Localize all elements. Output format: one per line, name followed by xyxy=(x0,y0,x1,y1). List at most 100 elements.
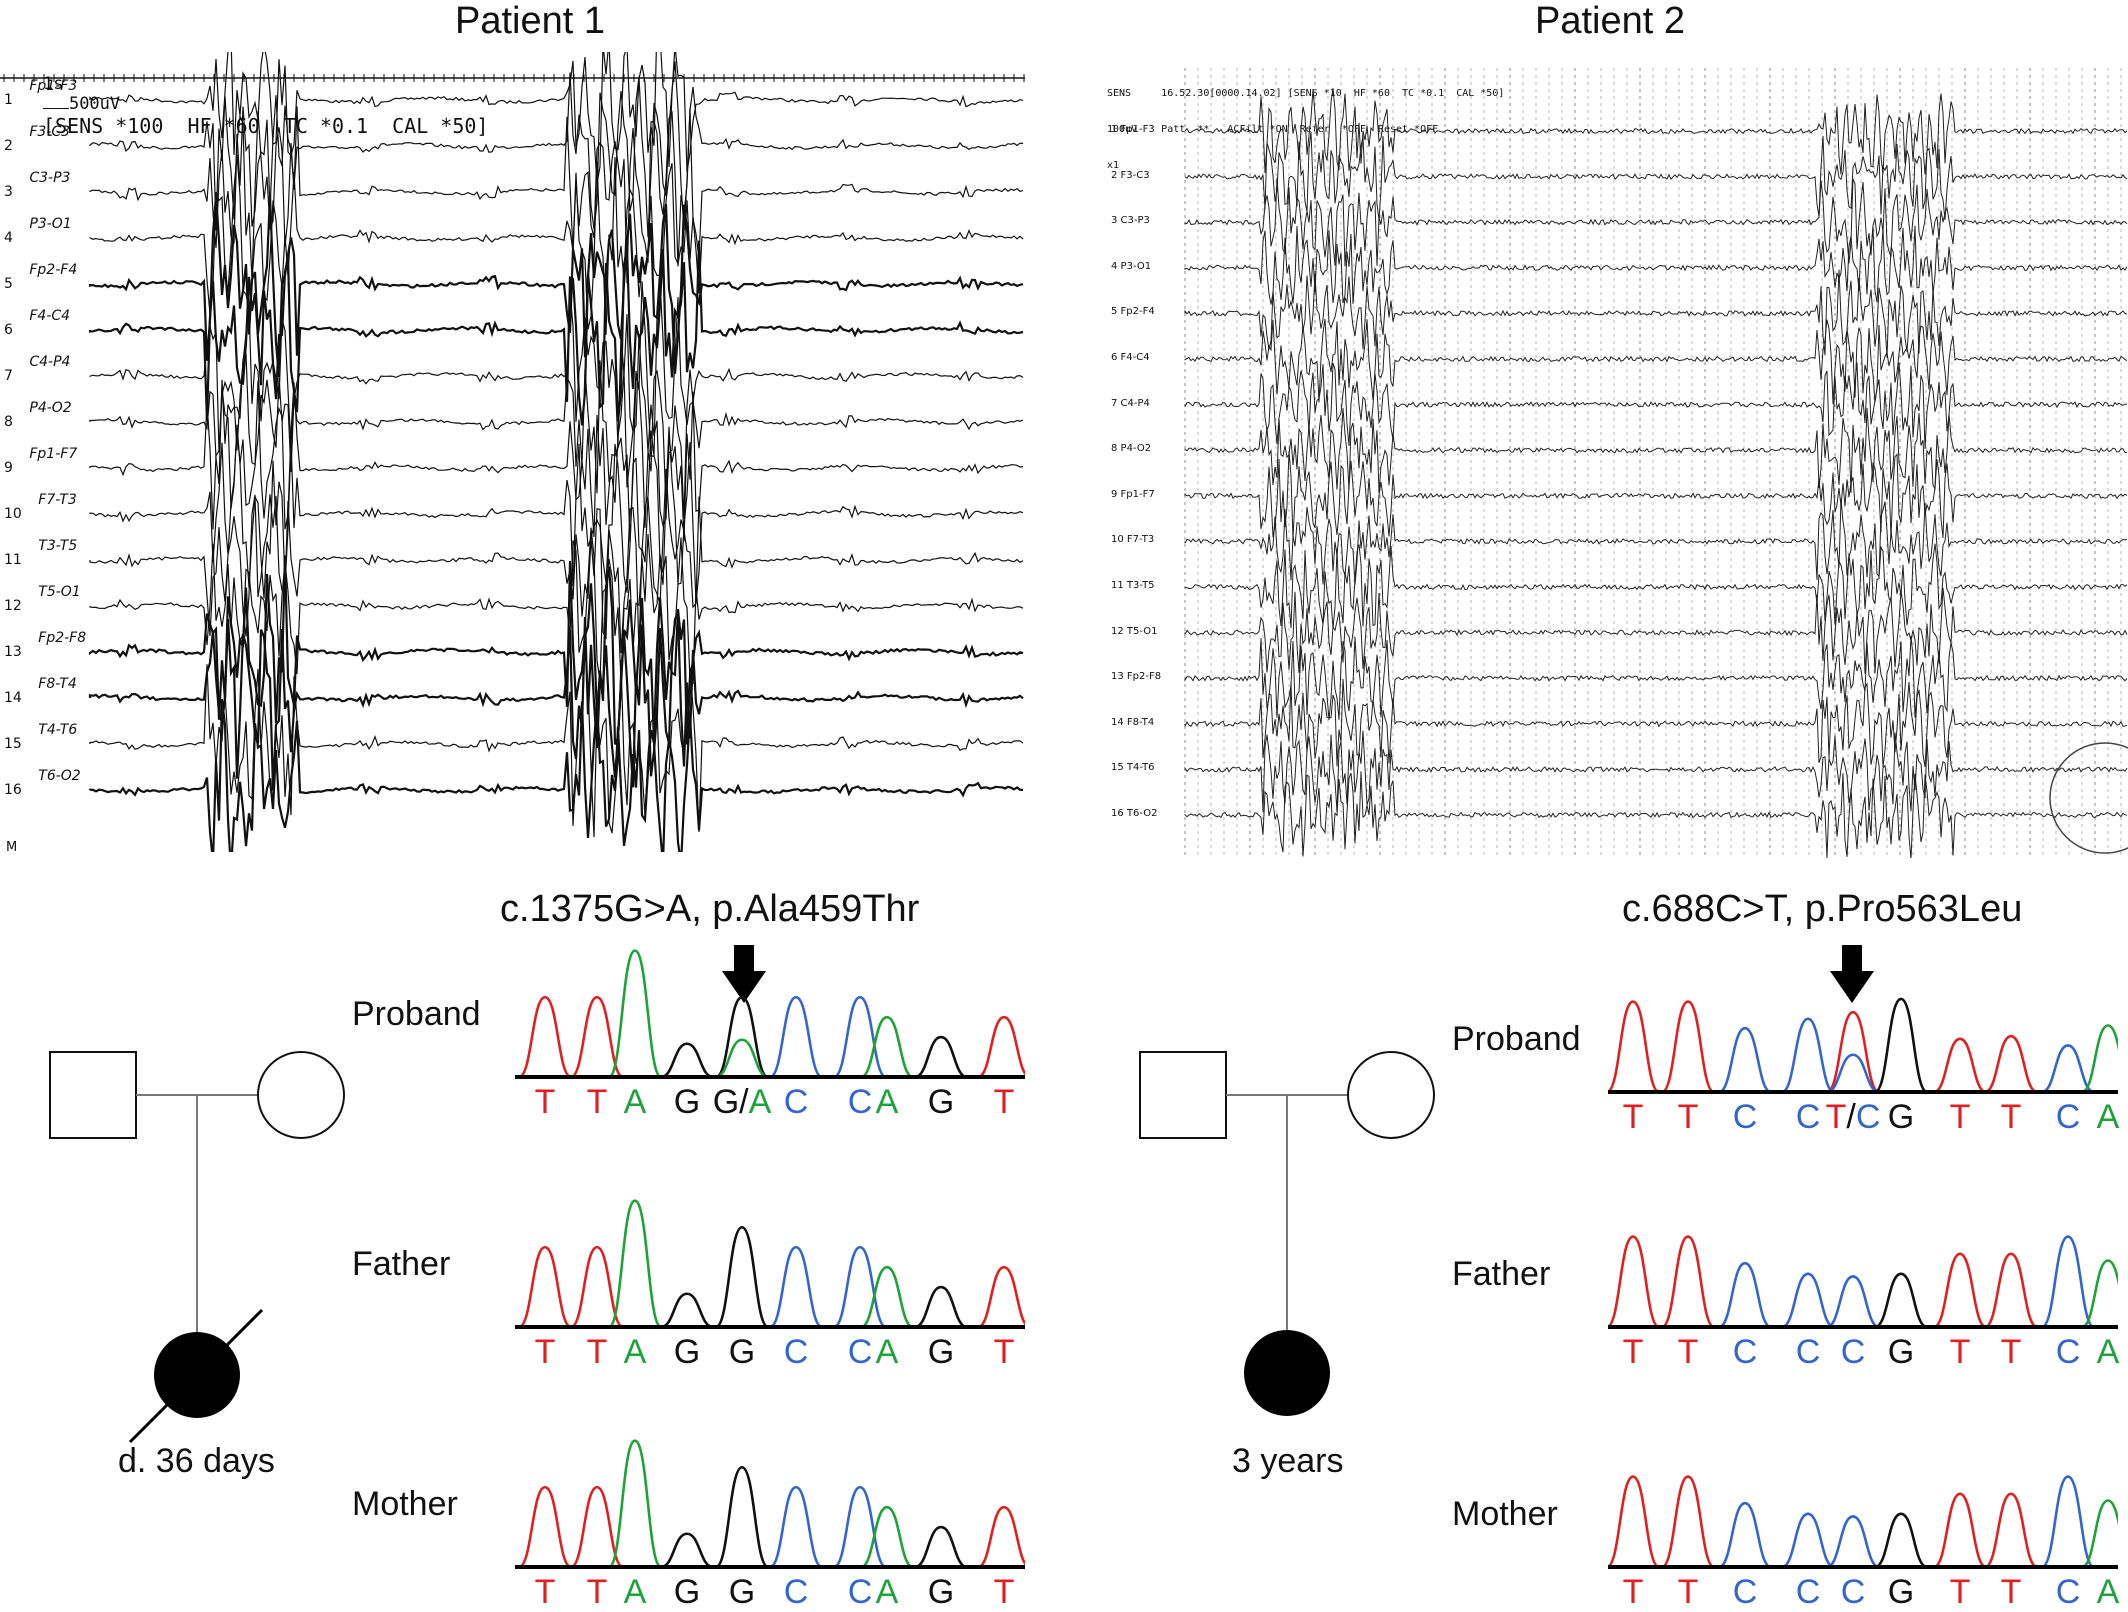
eeg-channel-label: 12 T5-O1 xyxy=(4,584,81,614)
eeg-channel-number: 4 xyxy=(4,230,13,246)
eeg-channel-name: Fp2-F4 xyxy=(1120,306,1155,318)
eeg-channel-number: 5 xyxy=(4,276,13,292)
base-call: T xyxy=(1622,1573,1644,1611)
patient1-title: Patient 1 xyxy=(455,0,605,42)
eeg-channel-number: 9 xyxy=(4,460,13,476)
base-call: C xyxy=(1732,1573,1758,1611)
eeg-channel-label: 14 F8-T4 xyxy=(1111,717,1154,728)
eeg-channel-name: C4-P4 xyxy=(1120,397,1150,409)
base-call: T xyxy=(2000,1573,2022,1611)
base-call: T xyxy=(586,1573,608,1611)
base-call: C xyxy=(2055,1098,2081,1136)
eeg-channel-label: 13 Fp2-F8 xyxy=(1111,671,1161,682)
eeg-channel-label: 15 T4-T6 xyxy=(1111,762,1155,773)
eeg-channel-name: F7-T3 xyxy=(1126,534,1155,546)
chromatogram-trace xyxy=(515,1199,1025,1329)
eeg-channel-name: T3-T5 xyxy=(33,538,78,554)
base-call: T xyxy=(1677,1098,1699,1136)
patient2-proband-age: 3 years xyxy=(1232,1442,1344,1480)
eeg-channel-label: 5 Fp2-F4 xyxy=(4,262,77,292)
eeg2-waveforms xyxy=(1184,68,2128,858)
base-call: C xyxy=(2055,1333,2081,1371)
eeg-channel-name: F8-T4 xyxy=(1126,716,1155,728)
eeg-channel-name: Fp1-F3 xyxy=(1120,124,1155,135)
eeg-channel-number: 2 xyxy=(1111,169,1121,181)
eeg-channel-name: T6-O2 xyxy=(1126,808,1158,819)
patient2-eeg-trace: SENS 16.52.30[0000.14.02] [SENS *10 HF *… xyxy=(1095,58,2128,858)
base-call: T xyxy=(993,1333,1015,1371)
eeg-channel-name: Fp1-F3 xyxy=(24,78,78,94)
base-call: C xyxy=(847,1573,873,1611)
eeg-channel-number: 7 xyxy=(4,368,13,384)
eeg-channel-label: 10 F7-T3 xyxy=(4,492,77,522)
eeg-channel-label: 15 T4-T6 xyxy=(4,722,77,752)
base-call: A xyxy=(2096,1333,2120,1371)
base-call: T/C xyxy=(1825,1098,1881,1136)
base-call: A xyxy=(623,1083,647,1121)
eeg-channel-name: T4-T6 xyxy=(1126,762,1155,774)
eeg-channel-name: T6-O2 xyxy=(33,768,81,784)
patient1-proband-age: d. 36 days xyxy=(118,1442,275,1480)
base-call: A xyxy=(875,1333,899,1371)
eeg-channel-label: 7 C4-P4 xyxy=(4,354,70,384)
eeg-channel-name: Fp1-F7 xyxy=(24,446,78,462)
base-call: C xyxy=(1795,1573,1821,1611)
eeg-channel-label: 11 T3-T5 xyxy=(1111,580,1155,591)
eeg-channel-label: 10 F7-T3 xyxy=(1111,534,1154,545)
eeg-channel-number: 8 xyxy=(4,414,13,430)
base-call: T xyxy=(534,1573,556,1611)
eeg-channel-label: 3 C3-P3 xyxy=(4,170,70,200)
eeg-channel-number: 9 xyxy=(1111,488,1121,500)
eeg-channel-name: P3-O1 xyxy=(1120,260,1152,272)
eeg-channel-name: T5-O1 xyxy=(33,584,81,600)
base-call: G xyxy=(728,1573,756,1611)
eeg-channel-number: 8 xyxy=(1111,443,1121,455)
eeg-channel-name: T4-T6 xyxy=(33,722,78,738)
eeg-channel-label: 4 P3-O1 xyxy=(4,216,72,246)
base-call: C xyxy=(1732,1098,1758,1136)
eeg-channel-label: 8 P4-O2 xyxy=(1111,443,1151,454)
eeg-channel-number: 15 xyxy=(1111,762,1127,774)
eeg-channel-label: 4 P3-O1 xyxy=(1111,261,1151,272)
variant-arrow-icon xyxy=(722,945,766,1003)
eeg-channel-number: 14 xyxy=(1111,716,1127,728)
base-call: T xyxy=(1622,1098,1644,1136)
eeg-channel-label: 2 F3-C3 xyxy=(1111,170,1150,181)
eeg-channel-number: 11 xyxy=(4,552,22,568)
variant-arrow-icon xyxy=(1830,945,1874,1003)
eeg-channel-name: P4-O2 xyxy=(1120,443,1152,455)
eeg2-header-line1: SENS 16.52.30[0000.14.02] [SENS *10 HF *… xyxy=(1107,88,1505,99)
eeg-channel-number: 3 xyxy=(4,184,13,200)
eeg-channel-name: F3-C3 xyxy=(1120,169,1150,181)
eeg-channel-number: 15 xyxy=(4,736,22,752)
eeg-channel-label: 16 T6-O2 xyxy=(1111,808,1158,819)
base-call: T xyxy=(993,1573,1015,1611)
base-call: G xyxy=(927,1083,955,1121)
base-call: T xyxy=(1677,1333,1699,1371)
chromatogram-label-father: Father xyxy=(1452,1255,1551,1293)
base-call: A xyxy=(875,1573,899,1611)
base-call: C xyxy=(847,1333,873,1371)
eeg-channel-number: 10 xyxy=(4,506,22,522)
base-call: T xyxy=(993,1083,1015,1121)
base-call: A xyxy=(2096,1573,2120,1611)
base-call: C xyxy=(783,1573,809,1611)
chromatogram-trace xyxy=(1608,1235,2118,1329)
eeg-channel-label: 6 F4-C4 xyxy=(4,308,70,338)
eeg-channel-number: 12 xyxy=(1111,625,1127,637)
eeg-waveforms xyxy=(0,52,1025,852)
eeg-channel-number: 13 xyxy=(1111,671,1127,683)
base-call: C xyxy=(2055,1573,2081,1611)
base-call: G xyxy=(673,1573,701,1611)
base-call: T xyxy=(1949,1098,1971,1136)
eeg-channel-number: 6 xyxy=(4,322,13,338)
base-call: G xyxy=(1887,1573,1915,1611)
base-call: G xyxy=(673,1083,701,1121)
base-call: T xyxy=(2000,1333,2022,1371)
eeg-amplitude-scale: 500uV xyxy=(68,94,121,114)
base-call: T xyxy=(586,1333,608,1371)
base-call: G xyxy=(728,1333,756,1371)
eeg-channel-number: 1 xyxy=(4,92,13,108)
eeg-channel-name: F4-C4 xyxy=(24,308,71,324)
eeg-channel-label: 11 T3-T5 xyxy=(4,538,77,568)
